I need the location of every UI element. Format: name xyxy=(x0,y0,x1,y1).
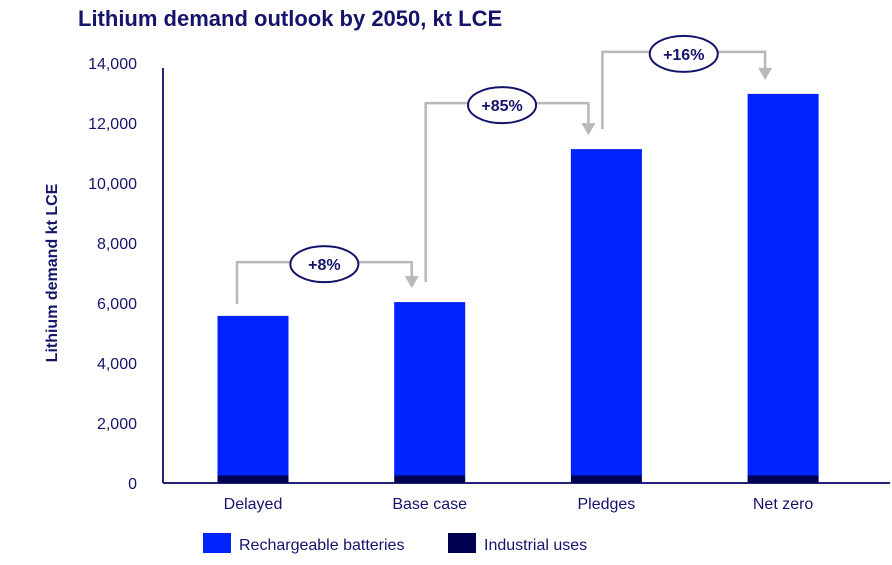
bar-rechargeable-batteries xyxy=(394,302,466,476)
bar-industrial-uses xyxy=(217,475,289,483)
change-badge xyxy=(467,86,538,125)
bar-industrial-uses xyxy=(394,475,466,483)
y-tick-label: 14,000 xyxy=(88,56,137,73)
change-label: +16% xyxy=(663,47,704,64)
y-tick-label: 4,000 xyxy=(97,356,137,373)
change-badge xyxy=(648,34,719,73)
bar-rechargeable-batteries xyxy=(747,93,819,476)
y-tick-label: 10,000 xyxy=(88,176,137,193)
legend-label: Rechargeable batteries xyxy=(239,537,404,554)
bar-rechargeable-batteries xyxy=(570,149,642,476)
legend-swatch xyxy=(448,533,476,553)
x-tick-label: Base case xyxy=(392,496,467,513)
change-badge xyxy=(289,245,360,284)
legend-swatch xyxy=(203,533,231,553)
bar-rechargeable-batteries xyxy=(217,315,289,476)
x-tick-label: Pledges xyxy=(577,496,635,513)
chart-title: Lithium demand outlook by 2050, kt LCE xyxy=(78,6,502,31)
x-tick-label: Delayed xyxy=(224,496,283,513)
y-tick-label: 2,000 xyxy=(97,416,137,433)
arrow-head-icon xyxy=(758,67,773,80)
bar-industrial-uses xyxy=(570,475,642,483)
x-tick-label: Net zero xyxy=(753,496,814,513)
bar-industrial-uses xyxy=(747,475,819,483)
y-tick-label: 8,000 xyxy=(97,236,137,253)
legend-label: Industrial uses xyxy=(484,537,587,554)
change-label: +8% xyxy=(308,257,340,274)
y-tick-label: 0 xyxy=(128,476,137,493)
y-axis-label: Lithium demand kt LCE xyxy=(44,183,61,362)
y-tick-label: 6,000 xyxy=(97,296,137,313)
arrow-head-icon xyxy=(404,276,419,289)
arrow-head-icon xyxy=(581,123,596,136)
y-tick-label: 12,000 xyxy=(88,116,137,133)
change-arrow xyxy=(424,101,590,283)
change-label: +85% xyxy=(481,98,522,115)
